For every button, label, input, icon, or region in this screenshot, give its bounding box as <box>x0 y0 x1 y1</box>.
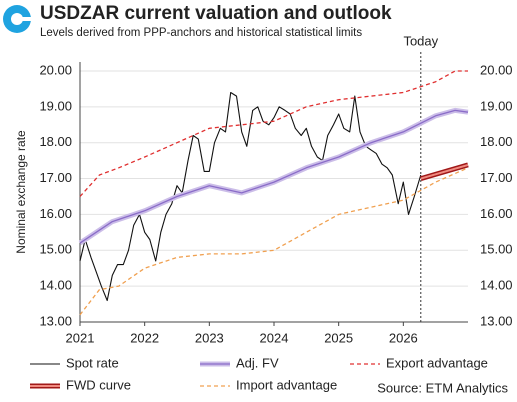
legend-label: Adj. FV <box>236 355 279 370</box>
y2-tick-label: 18.00 <box>480 134 513 149</box>
y-tick-label: 17.00 <box>39 170 72 185</box>
today-label: Today <box>403 33 438 48</box>
series-line <box>79 109 469 244</box>
x-tick-label: 2026 <box>389 330 418 345</box>
x-tick-label: 2021 <box>66 330 95 345</box>
chart-title: USDZAR current valuation and outlook <box>40 3 392 24</box>
x-tick-label: 2023 <box>195 330 224 345</box>
y-tick-label: 20.00 <box>39 62 72 77</box>
legend-label: Import advantage <box>236 377 337 392</box>
series-line <box>78 107 469 246</box>
y-tick-label: 16.00 <box>39 206 72 221</box>
y-axis-label: Nominal exchange rate <box>14 130 28 254</box>
y-tick-label: 15.00 <box>39 242 72 257</box>
x-tick-label: 2024 <box>260 330 289 345</box>
x-tick-label: 2025 <box>324 330 353 345</box>
source: Source: ETM Analytics <box>377 380 508 395</box>
y-tick-label: 14.00 <box>39 278 72 293</box>
y2-tick-label: 16.00 <box>480 206 513 221</box>
y2-tick-label: 19.00 <box>480 98 513 113</box>
y2-tick-label: 15.00 <box>480 242 513 257</box>
legend-label: FWD curve <box>66 377 131 392</box>
logo <box>3 5 33 33</box>
y-tick-label: 18.00 <box>39 134 72 149</box>
x-tick-label: 2022 <box>130 330 159 345</box>
y2-tick-label: 14.00 <box>480 278 513 293</box>
legend-label: Spot rate <box>66 355 119 370</box>
series-line <box>420 163 469 180</box>
y-tick-label: 13.00 <box>39 313 72 328</box>
y2-tick-label: 20.00 <box>480 62 513 77</box>
series-line <box>79 167 469 316</box>
y-tick-label: 19.00 <box>39 98 72 113</box>
y2-tick-label: 13.00 <box>480 313 513 328</box>
y2-tick-label: 17.00 <box>480 170 513 185</box>
series-line <box>79 70 468 197</box>
chart-subtitle: Levels derived from PPP-anchors and hist… <box>40 27 362 39</box>
series-line <box>79 91 422 302</box>
legend-label: Export advantage <box>386 355 488 370</box>
